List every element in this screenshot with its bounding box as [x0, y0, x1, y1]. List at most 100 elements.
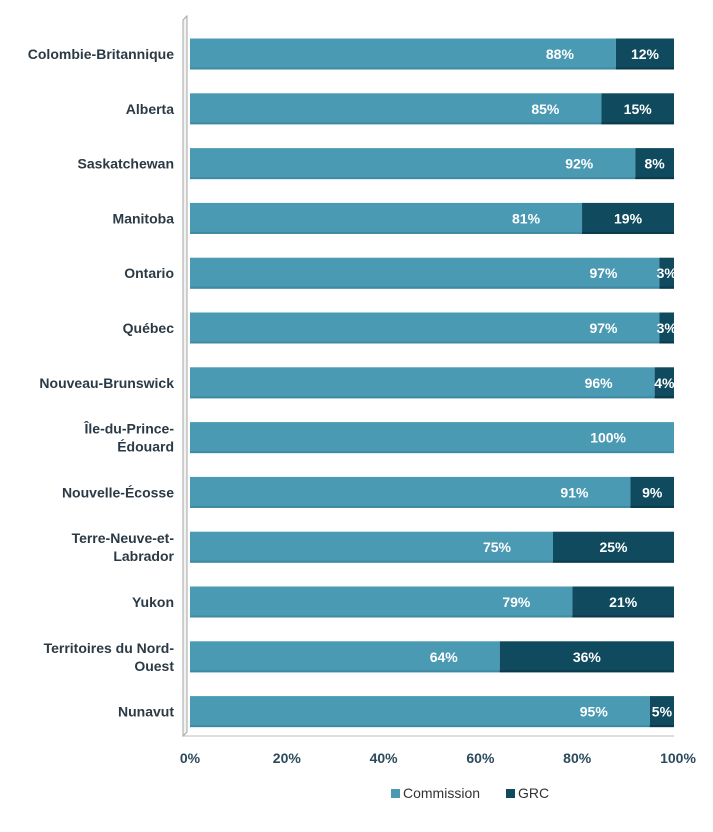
category-label: Ontario	[124, 265, 174, 281]
bar-label: 100%	[590, 430, 626, 446]
bar-label: 12%	[631, 46, 660, 62]
bar-label: 96%	[585, 375, 614, 391]
bar-label: 64%	[430, 649, 459, 665]
x-tick-labels: 0% 20% 40% 60% 80% 100%	[180, 750, 697, 766]
bar-edge	[190, 231, 583, 234]
bar-edge	[190, 505, 631, 508]
bar-edge	[190, 286, 660, 289]
bar-commission	[190, 312, 660, 344]
bar-edge	[601, 122, 674, 125]
category-label: Territoires du Nord-	[44, 640, 175, 656]
bar-label: 3%	[657, 320, 678, 336]
bar-grc	[659, 312, 674, 344]
bar-label: 19%	[614, 210, 643, 226]
x-tick-label: 20%	[273, 750, 302, 766]
category-label: Manitoba	[113, 210, 175, 226]
bar-edge	[190, 122, 602, 125]
x-tick-label: 40%	[370, 750, 399, 766]
bar-commission	[190, 641, 500, 673]
bar-label: 21%	[609, 594, 638, 610]
bar-label: 4%	[654, 375, 675, 391]
x-tick-label: 100%	[660, 750, 696, 766]
bar-label: 95%	[580, 704, 609, 720]
category-label: Édouard	[117, 439, 174, 455]
bar-edge	[630, 505, 674, 508]
bar-edge	[190, 670, 500, 673]
category-label: Yukon	[132, 594, 174, 610]
bar-edge	[190, 615, 573, 618]
bar-grc	[582, 202, 674, 234]
bar-label: 8%	[645, 156, 666, 172]
bar-edge	[190, 451, 674, 454]
x-tick-label: 0%	[180, 750, 201, 766]
category-label: Nouvelle-Écosse	[62, 484, 174, 500]
bar-commission	[190, 38, 616, 70]
bar-commission	[190, 257, 660, 289]
legend-swatch	[506, 789, 515, 798]
category-label: Terre-Neuve-et-	[72, 530, 175, 546]
bar-grc	[553, 531, 674, 563]
bar-grc	[630, 476, 674, 508]
category-label: Saskatchewan	[78, 156, 175, 172]
bar-edge	[190, 560, 553, 563]
bar-label: 97%	[589, 265, 618, 281]
bar-grc	[635, 148, 674, 180]
legend-label: Commission	[403, 785, 480, 801]
bar-edge	[615, 67, 674, 70]
category-label: Île-du-Prince-	[84, 420, 175, 437]
bar-grc	[649, 696, 674, 728]
bar-label: 3%	[657, 265, 678, 281]
bar-commission	[190, 586, 573, 618]
bar-commission	[190, 367, 655, 399]
bar-grc	[601, 93, 674, 125]
x-tick-label: 60%	[466, 750, 495, 766]
bar-edge	[499, 670, 674, 673]
bar-commission	[190, 148, 636, 180]
bar-edge	[190, 725, 650, 728]
bar-label: 36%	[573, 649, 602, 665]
bar-label: 92%	[565, 156, 594, 172]
bar-edge	[649, 725, 674, 728]
bar-grc	[615, 38, 674, 70]
bar-label: 5%	[652, 704, 673, 720]
bar-edge	[635, 177, 674, 180]
bar-label: 75%	[483, 539, 512, 555]
axis-layer	[182, 14, 674, 738]
bar-edge	[190, 67, 616, 70]
bar-grc	[499, 641, 674, 673]
bar-commission	[190, 93, 602, 125]
bar-edge	[190, 341, 660, 344]
bar-label: 81%	[512, 210, 541, 226]
bar-grc	[654, 367, 674, 399]
bars-layer: 88% 12% 85% 15% 92% 8% 81% 19% 97% 3% 97% 3% 96% 4% 10…	[190, 38, 678, 728]
legend-label: GRC	[518, 785, 549, 801]
bar-edge	[659, 341, 674, 344]
bar-label: 91%	[560, 484, 589, 500]
bar-commission	[190, 476, 631, 508]
bar-edge	[190, 396, 655, 399]
bar-commission	[190, 422, 674, 454]
category-label: Québec	[123, 320, 175, 336]
bar-grc	[572, 586, 674, 618]
bar-grc	[659, 257, 674, 289]
bar-label: 25%	[599, 539, 628, 555]
x-tick-label: 80%	[563, 750, 592, 766]
bar-label: 79%	[502, 594, 531, 610]
bar-commission	[190, 531, 553, 563]
category-label: Colombie-Britannique	[28, 46, 174, 62]
bar-label: 85%	[531, 101, 560, 117]
bar-commission	[190, 202, 583, 234]
bar-label: 88%	[546, 46, 575, 62]
category-label: Alberta	[126, 101, 174, 117]
bar-label: 15%	[624, 101, 653, 117]
bar-edge	[582, 231, 674, 234]
category-label: Ouest	[134, 658, 174, 674]
legend: Commission GRC	[391, 785, 549, 801]
category-label: Nouveau-Brunswick	[39, 375, 174, 391]
category-label: Labrador	[113, 548, 174, 564]
bar-edge	[553, 560, 674, 563]
category-label: Nunavut	[118, 704, 174, 720]
bar-edge	[654, 396, 674, 399]
